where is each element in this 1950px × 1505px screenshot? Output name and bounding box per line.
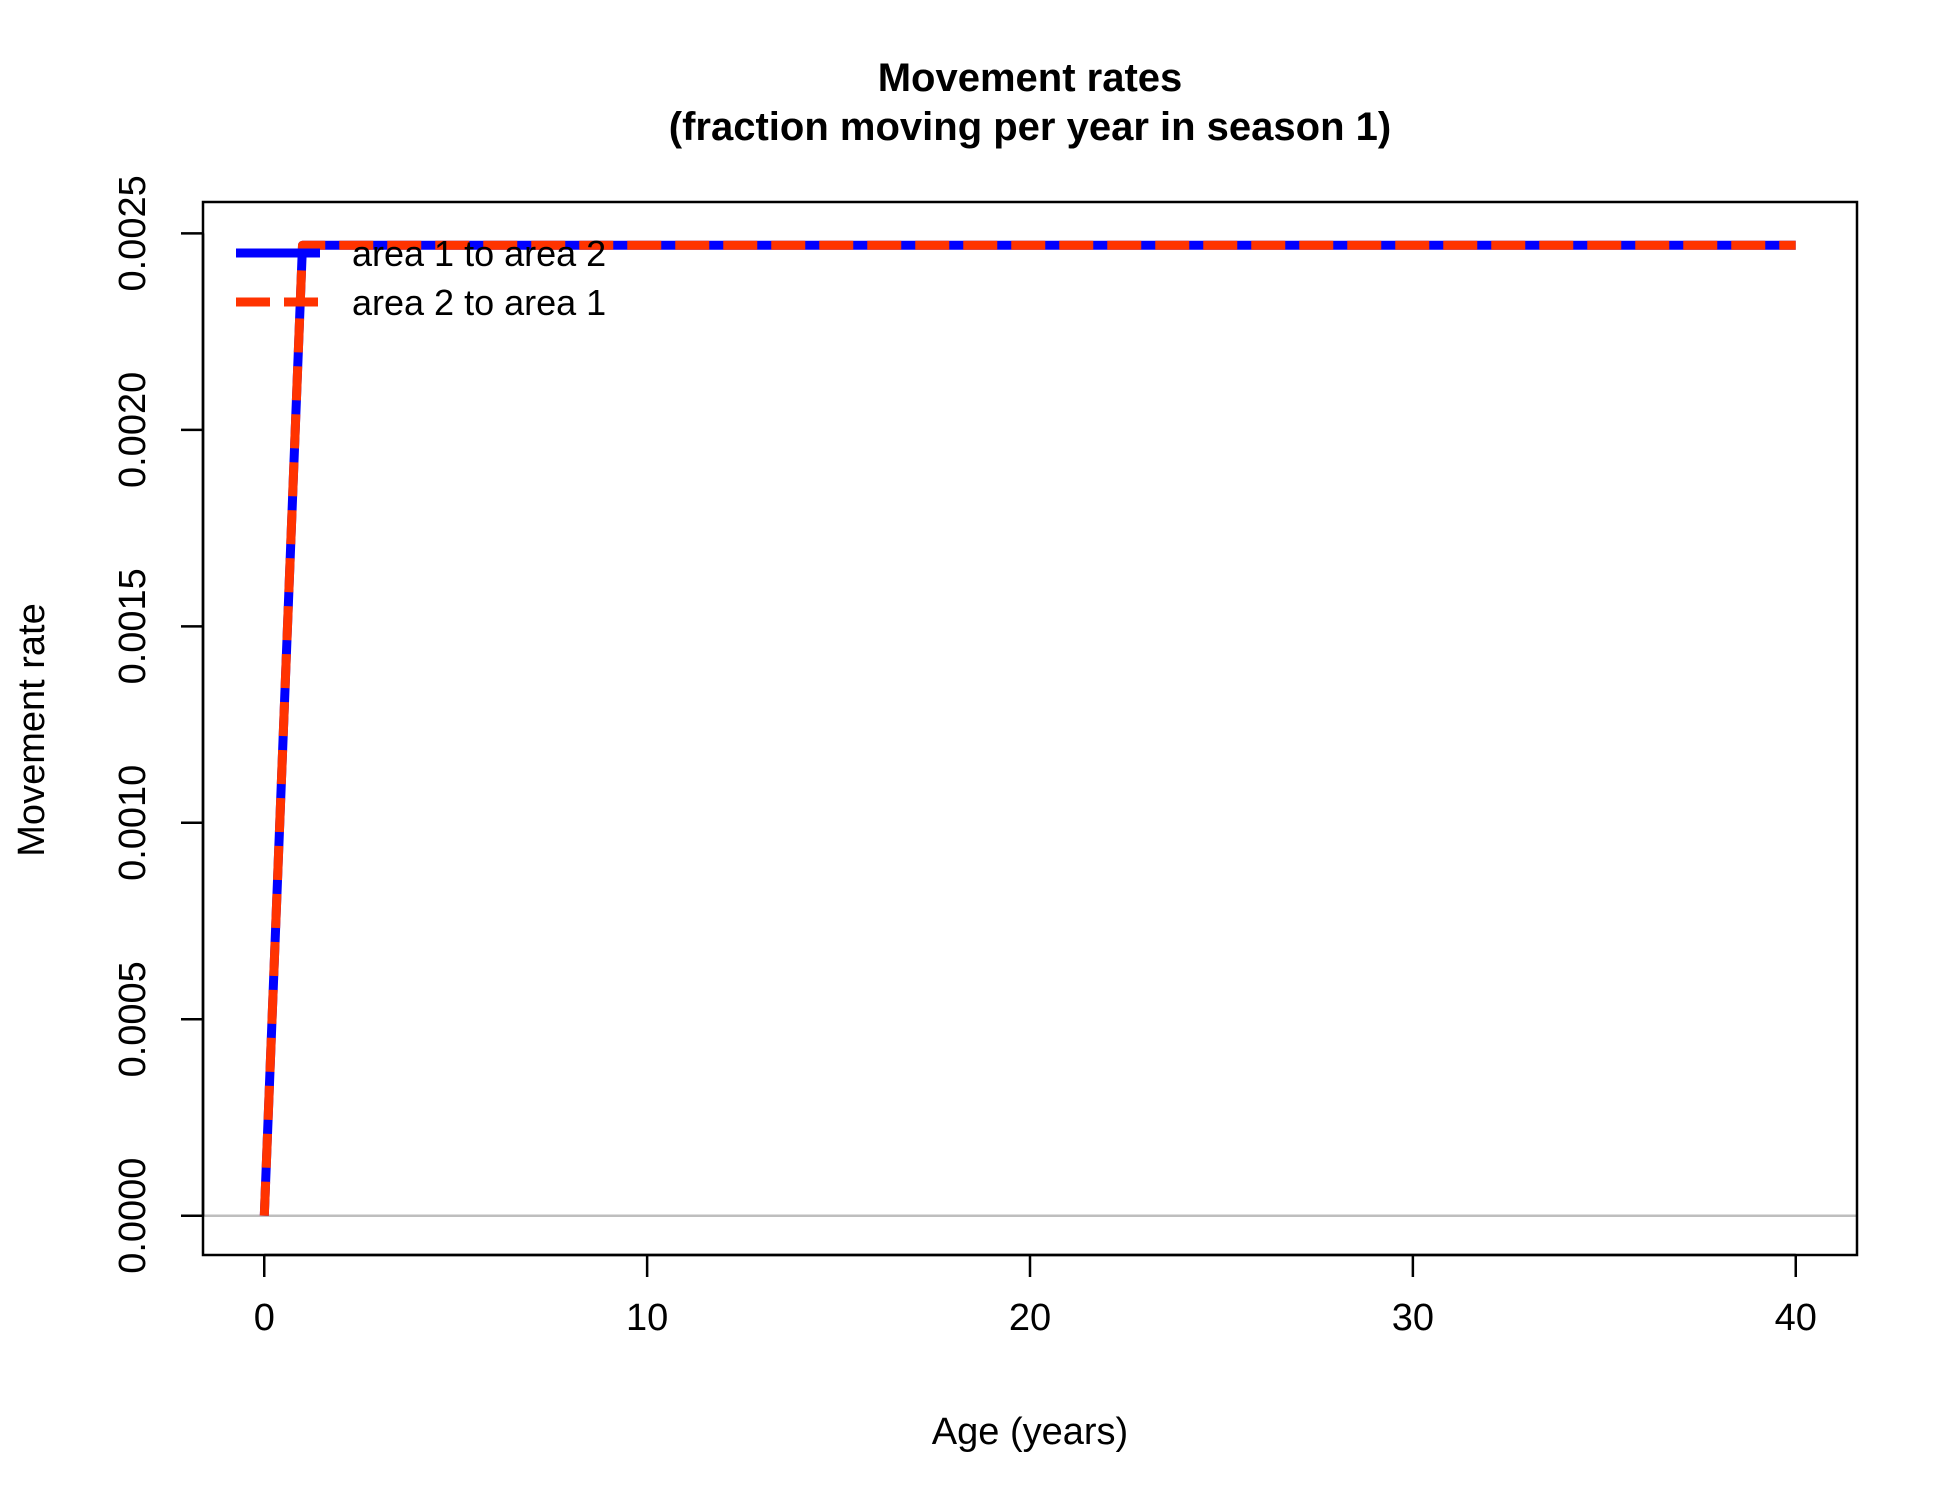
chart-title: Movement rates	[878, 56, 1183, 100]
y-tick-label: 0.0020	[112, 372, 154, 488]
x-tick-label: 40	[1775, 1297, 1817, 1339]
series-line-2	[259, 240, 1796, 1216]
legend-label-1: area 1 to area 2	[352, 233, 606, 274]
y-tick-label: 0.0010	[112, 765, 154, 881]
plot-frame	[201, 200, 1859, 1257]
x-axis-label: Age (years)	[932, 1411, 1128, 1453]
chart-subtitle: (fraction moving per year in season 1)	[669, 105, 1391, 149]
x-tick-label: 0	[254, 1297, 275, 1339]
legend-label-2: area 2 to area 1	[352, 282, 606, 323]
y-tick-label: 0.0000	[112, 1158, 154, 1274]
y-tick-label: 0.0005	[112, 961, 154, 1077]
y-tick-label: 0.0015	[112, 568, 154, 684]
y-axis-label: Movement rate	[11, 603, 53, 856]
x-tick-label: 20	[1009, 1297, 1051, 1339]
series-line-1	[259, 240, 1796, 1216]
y-tick-label: 0.0025	[112, 175, 154, 291]
plot-area: 0 10 20 30 40 0.0000 0.0005 0.0010 0.0015 0.0020 0…	[112, 175, 1859, 1339]
x-tick-label: 10	[626, 1297, 668, 1339]
x-tick-label: 30	[1392, 1297, 1434, 1339]
